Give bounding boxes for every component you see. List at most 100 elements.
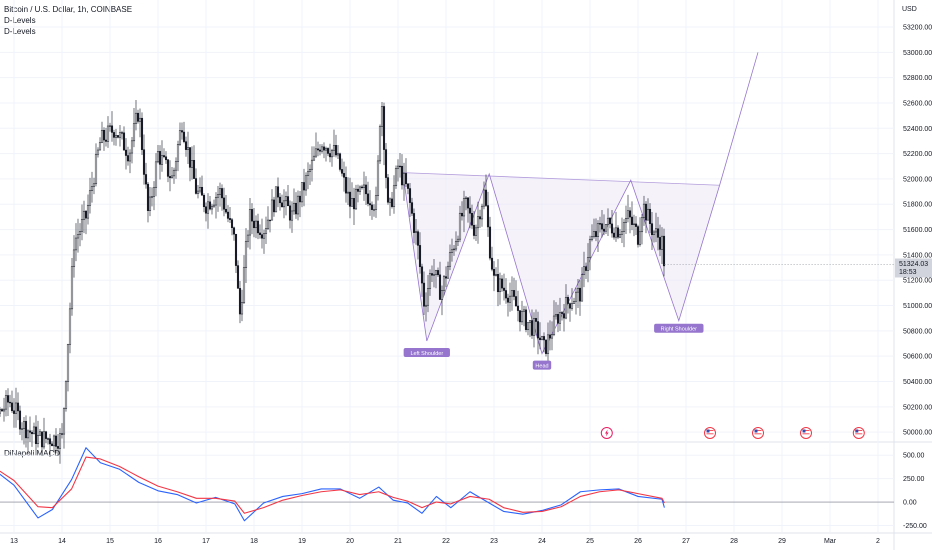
candle-body	[574, 291, 578, 302]
candle-body	[100, 129, 104, 143]
candle-body	[90, 186, 94, 191]
flag-stripe	[754, 431, 762, 433]
macd-y-tick-label: 250.00	[903, 476, 925, 483]
candle-body	[152, 187, 156, 197]
candle-body	[184, 141, 188, 150]
y-tick-label: 51200.00	[903, 278, 932, 285]
candle-body	[488, 226, 492, 259]
candle-body	[414, 231, 418, 233]
candle-body	[358, 186, 362, 192]
macd-title[interactable]: DiNapoli MACD	[4, 449, 61, 458]
candle-body	[8, 401, 12, 404]
y-tick-label: 51600.00	[903, 227, 932, 234]
last-price-tag	[895, 258, 932, 278]
indicator-label-2[interactable]: D-Levels	[4, 27, 36, 36]
candle-body	[134, 112, 138, 124]
currency-label[interactable]: USD	[902, 6, 917, 13]
candle-body	[286, 196, 290, 207]
symbol-title[interactable]: Bitcoin / U.S. Dollar, 1h, COINBASE	[4, 5, 133, 14]
candle-body	[168, 176, 172, 179]
candle-body	[490, 257, 494, 270]
flag-stripe	[855, 431, 863, 433]
candle-body	[416, 231, 420, 246]
candle-body	[316, 148, 320, 151]
candle-body	[360, 186, 364, 189]
candle-body	[426, 288, 430, 306]
candle-body	[498, 278, 502, 293]
candle-body	[594, 231, 598, 237]
candle-body	[156, 151, 160, 163]
flag-canton	[706, 429, 710, 433]
candle-body	[148, 196, 152, 211]
candle-body	[332, 145, 336, 151]
countdown-value: 18:53	[899, 269, 917, 276]
candle-body	[612, 232, 616, 238]
candle-body	[224, 208, 228, 213]
candle-body	[0, 409, 4, 412]
candle-body	[144, 174, 148, 185]
pattern-label-bg	[532, 360, 552, 370]
candle-body	[4, 395, 8, 410]
candle-body	[164, 156, 168, 161]
candle-body	[344, 177, 348, 194]
candle-body	[258, 232, 262, 235]
y-tick-label: 50200.00	[903, 404, 932, 411]
candle-body	[512, 290, 516, 297]
candle-body	[662, 235, 666, 267]
candle-body	[504, 290, 508, 299]
candle-body	[10, 402, 14, 411]
candle-body	[550, 334, 554, 339]
candle-body	[486, 205, 490, 228]
pattern-label-bg	[654, 323, 704, 333]
candle-body	[466, 197, 470, 209]
candle-body	[280, 202, 284, 208]
candle-body	[436, 270, 440, 276]
candle-body	[526, 322, 530, 330]
candle-body	[56, 446, 60, 449]
candle-body	[438, 274, 442, 300]
x-tick-label: 25	[586, 538, 594, 545]
macd-y-tick-label: -250.00	[903, 523, 927, 530]
candle-body	[584, 266, 588, 271]
y-tick-label: 50600.00	[903, 354, 932, 361]
pattern-fill	[402, 172, 720, 354]
signal-line	[0, 456, 665, 514]
candle-body	[60, 433, 64, 435]
candle-body	[96, 149, 100, 155]
candle-body	[80, 219, 84, 232]
candle-body	[210, 205, 214, 210]
candle-body	[380, 106, 384, 127]
candle-body	[274, 186, 278, 213]
candle-body	[198, 186, 202, 192]
candle-body	[94, 153, 98, 185]
candle-body	[270, 199, 274, 221]
candle-body	[44, 431, 48, 439]
candle-body	[568, 303, 572, 309]
candle-body	[580, 274, 584, 302]
macd-line	[0, 447, 665, 522]
candle-body	[366, 193, 370, 204]
candle-body	[178, 130, 182, 145]
candle-body	[342, 173, 346, 178]
candle-body	[576, 287, 580, 293]
candle-body	[194, 178, 198, 194]
candle-body	[338, 153, 342, 170]
candle-body	[552, 315, 556, 335]
candle-body	[62, 408, 66, 435]
candle-body	[102, 129, 106, 141]
candle-body	[632, 223, 636, 225]
candle-body	[492, 269, 496, 276]
candle-body	[208, 201, 212, 210]
candle-body	[272, 199, 276, 213]
candle-body	[250, 209, 254, 222]
candle-body	[86, 204, 90, 219]
x-tick-label: 13	[10, 538, 18, 545]
candle-body	[578, 287, 582, 302]
us-flag-icon	[800, 427, 812, 439]
candle-body	[36, 434, 40, 444]
candle-body	[162, 155, 166, 158]
indicator-label-1[interactable]: D-Levels	[4, 16, 36, 25]
candle-body	[554, 314, 558, 317]
candle-body	[464, 197, 468, 199]
